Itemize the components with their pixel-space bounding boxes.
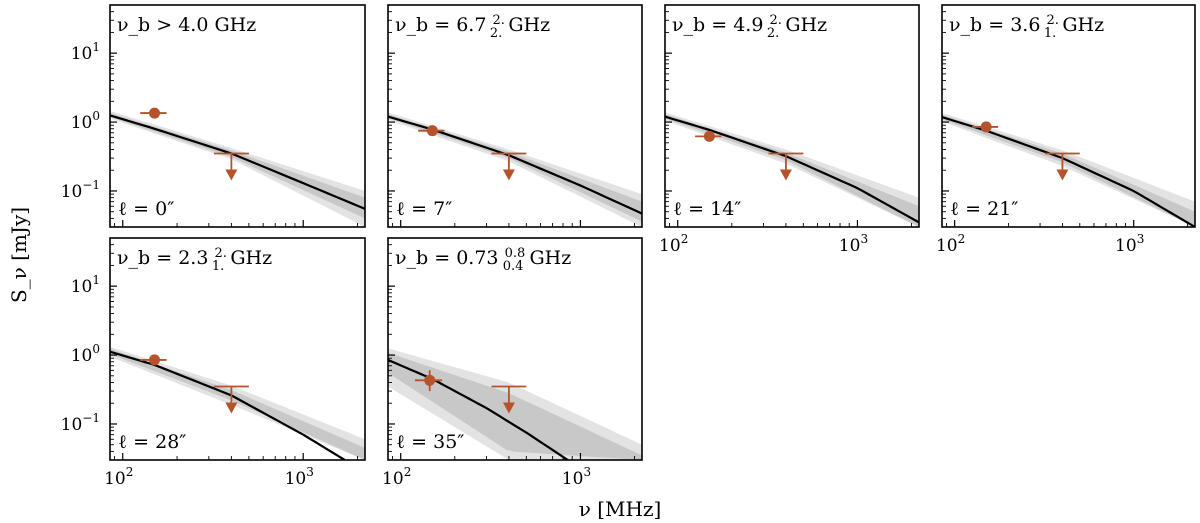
x-tick-label: 102 bbox=[659, 232, 688, 256]
panel-4: 102 103 ν_b = 3.6 2. 1. GHz ℓ = 21″ bbox=[936, 4, 1196, 256]
plot-area bbox=[388, 348, 642, 460]
band-outer bbox=[665, 112, 919, 227]
x-tick-label: 103 bbox=[562, 465, 591, 489]
data-marker bbox=[149, 107, 161, 119]
panel-frame bbox=[941, 4, 1196, 228]
offset-label: ℓ = 14″ bbox=[673, 198, 741, 220]
limit-arrow bbox=[779, 169, 792, 181]
data-point bbox=[695, 130, 722, 142]
panel-1: 10−1 100 101 ν_b > 4.0 GHz ℓ = 0″ bbox=[61, 4, 366, 228]
upper-limit bbox=[1045, 152, 1080, 181]
x-tick-label: 102 bbox=[104, 465, 133, 489]
limit-arrow bbox=[1056, 169, 1069, 181]
data-marker bbox=[426, 125, 438, 137]
y-tick-label: 100 bbox=[71, 342, 100, 366]
upper-limit bbox=[491, 385, 527, 414]
x-tick-label: 102 bbox=[936, 232, 965, 256]
panel-2: ν_b = 6.7 2. 2. GHz ℓ = 7″ bbox=[387, 4, 643, 228]
plot-area bbox=[942, 112, 1195, 227]
x-tick-label: 102 bbox=[382, 465, 411, 489]
offset-label: ℓ = 35″ bbox=[396, 431, 464, 453]
panel-3: 102 103 ν_b = 4.9 2. 2. GHz ℓ = 14″ bbox=[659, 4, 920, 256]
x-tick-label: 103 bbox=[839, 232, 868, 256]
y-tick-label: 10−1 bbox=[61, 411, 100, 435]
break-frequency-label: ν_b = 4.9 2. 2. GHz bbox=[672, 13, 827, 41]
y-tick-label: 10−1 bbox=[61, 178, 100, 202]
panel-frame bbox=[387, 237, 643, 461]
data-point bbox=[140, 354, 167, 366]
x-axis-title: ν [MHz] bbox=[579, 497, 662, 521]
panel-frame bbox=[387, 4, 643, 228]
panel-6: 102 103 ν_b = 0.73 0.8 0.4 GHz ℓ = 35″ bbox=[382, 237, 643, 489]
plot-area bbox=[110, 346, 365, 460]
limit-arrow bbox=[502, 402, 515, 414]
data-point bbox=[971, 121, 999, 133]
fit-line bbox=[110, 114, 365, 210]
break-frequency-label: ν_b = 2.3 2. 1. GHz bbox=[117, 246, 272, 274]
y-tick-label: 101 bbox=[71, 40, 100, 64]
panels: 10−1 100 101 ν_b > 4.0 GHz ℓ = 0″ ν_b = 6.7 2… bbox=[61, 4, 1196, 489]
plot-area bbox=[388, 112, 642, 227]
break-frequency-label: ν_b = 6.7 2. 2. GHz bbox=[395, 13, 550, 41]
limit-arrow bbox=[225, 169, 238, 181]
panel-frame bbox=[109, 4, 366, 228]
panel-frame bbox=[109, 237, 366, 461]
limit-arrow bbox=[225, 402, 238, 414]
plot-area bbox=[665, 112, 919, 227]
panel-frame bbox=[664, 4, 920, 228]
offset-label: ℓ = 21″ bbox=[950, 198, 1018, 220]
y-tick-label: 100 bbox=[71, 109, 100, 133]
band-mid bbox=[665, 114, 919, 227]
x-tick-label: 103 bbox=[285, 465, 314, 489]
data-point bbox=[140, 107, 167, 119]
panel-5: 10−1 100 101 102 103 ν_b = 2.3 2. 1. GHz ℓ = 28… bbox=[61, 237, 366, 489]
data-marker bbox=[980, 121, 992, 133]
data-marker bbox=[149, 354, 161, 366]
data-marker bbox=[703, 130, 715, 142]
band-mid bbox=[110, 348, 365, 460]
offset-label: ℓ = 28″ bbox=[118, 431, 186, 453]
data-point bbox=[414, 370, 443, 392]
upper-limit bbox=[491, 152, 527, 181]
fit-line bbox=[110, 350, 346, 460]
upper-limit bbox=[213, 152, 249, 181]
break-frequency-label: ν_b > 4.0 GHz bbox=[117, 14, 256, 36]
break-frequency-label: ν_b = 3.6 2. 1. GHz bbox=[949, 13, 1104, 41]
y-tick-label: 101 bbox=[71, 273, 100, 297]
upper-limit bbox=[213, 385, 249, 414]
offset-label: ℓ = 7″ bbox=[396, 198, 452, 220]
limit-arrow bbox=[502, 169, 515, 181]
data-marker bbox=[424, 374, 436, 386]
data-point bbox=[418, 125, 445, 137]
upper-limit bbox=[768, 152, 804, 181]
band-outer bbox=[388, 112, 642, 227]
y-axis-title: S_ν [mJy] bbox=[7, 207, 31, 303]
band-mid bbox=[388, 352, 642, 460]
offset-label: ℓ = 0″ bbox=[118, 198, 174, 220]
fit-line bbox=[665, 115, 919, 224]
fit-line bbox=[388, 358, 569, 460]
x-tick-label: 103 bbox=[1115, 232, 1144, 256]
plot-area bbox=[110, 107, 365, 227]
break-frequency-label: ν_b = 0.73 0.8 0.4 GHz bbox=[395, 246, 571, 274]
